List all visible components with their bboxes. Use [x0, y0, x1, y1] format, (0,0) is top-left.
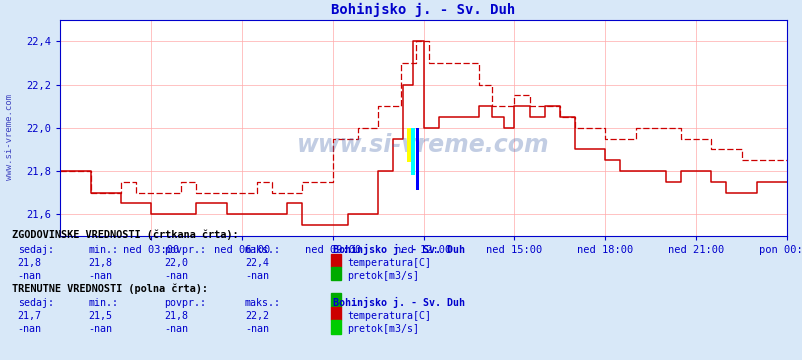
- Text: min.:: min.:: [88, 298, 118, 308]
- Text: min.:: min.:: [88, 245, 118, 255]
- Text: Bohinjsko j. - Sv. Duh: Bohinjsko j. - Sv. Duh: [333, 244, 464, 255]
- Text: temperatura[C]: temperatura[C]: [346, 311, 431, 321]
- Text: -nan: -nan: [18, 324, 42, 334]
- Text: -nan: -nan: [245, 271, 269, 281]
- Bar: [407, 128, 411, 162]
- Text: pretok[m3/s]: pretok[m3/s]: [346, 324, 419, 334]
- Text: -nan: -nan: [164, 271, 188, 281]
- Text: Bohinjsko j. - Sv. Duh: Bohinjsko j. - Sv. Duh: [333, 297, 464, 308]
- Text: 21,8: 21,8: [164, 311, 188, 321]
- Text: www.si-vreme.com: www.si-vreme.com: [297, 133, 549, 157]
- Text: www.si-vreme.com: www.si-vreme.com: [5, 94, 14, 180]
- Text: povpr.:: povpr.:: [164, 298, 206, 308]
- Text: temperatura[C]: temperatura[C]: [346, 258, 431, 268]
- Text: 21,5: 21,5: [88, 311, 112, 321]
- Text: pretok[m3/s]: pretok[m3/s]: [346, 271, 419, 281]
- Text: maks.:: maks.:: [245, 298, 281, 308]
- Text: -nan: -nan: [88, 271, 112, 281]
- Text: povpr.:: povpr.:: [164, 245, 206, 255]
- Text: maks.:: maks.:: [245, 245, 281, 255]
- Text: 21,8: 21,8: [18, 258, 42, 268]
- Text: 22,4: 22,4: [245, 258, 269, 268]
- Bar: [411, 128, 415, 175]
- Text: ZGODOVINSKE VREDNOSTI (črtkana črta):: ZGODOVINSKE VREDNOSTI (črtkana črta):: [12, 230, 238, 240]
- Text: sedaj:: sedaj:: [18, 298, 54, 308]
- Text: 21,8: 21,8: [88, 258, 112, 268]
- Text: 22,2: 22,2: [245, 311, 269, 321]
- Text: sedaj:: sedaj:: [18, 245, 54, 255]
- Bar: [415, 128, 419, 190]
- Text: -nan: -nan: [18, 271, 42, 281]
- Text: -nan: -nan: [245, 324, 269, 334]
- Text: -nan: -nan: [88, 324, 112, 334]
- Text: TRENUTNE VREDNOSTI (polna črta):: TRENUTNE VREDNOSTI (polna črta):: [12, 284, 208, 294]
- Text: 21,7: 21,7: [18, 311, 42, 321]
- Title: Bohinjsko j. - Sv. Duh: Bohinjsko j. - Sv. Duh: [331, 3, 515, 17]
- Text: -nan: -nan: [164, 324, 188, 334]
- Text: 22,0: 22,0: [164, 258, 188, 268]
